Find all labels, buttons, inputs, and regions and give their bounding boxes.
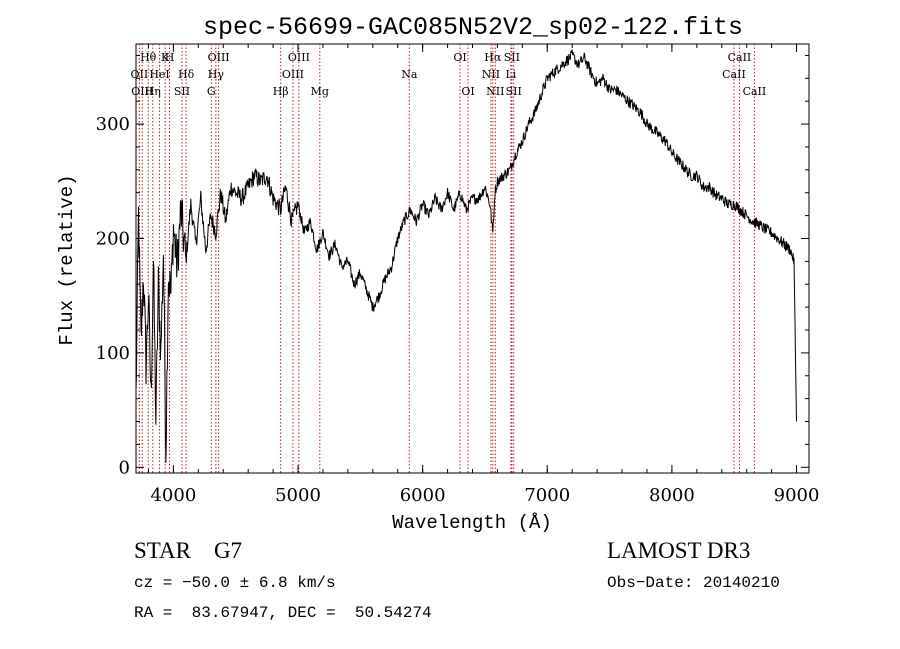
line-label: OIII bbox=[208, 51, 230, 64]
x-axis: 4000 5000 6000 7000 8000 9000 bbox=[147, 44, 820, 506]
line-label: H bbox=[165, 51, 175, 64]
y-tick-label: 300 bbox=[96, 114, 130, 135]
line-label: SII bbox=[506, 85, 522, 98]
line-label: SII bbox=[504, 51, 520, 64]
line-label: OIII bbox=[282, 68, 304, 81]
coordinates: RA = 83.67947, DEC = 50.54274 bbox=[134, 604, 432, 622]
x-tick-label: 7000 bbox=[524, 485, 570, 506]
line-label: Hβ bbox=[273, 85, 289, 98]
line-label: Hδ bbox=[178, 68, 195, 81]
emission-line-markers: Hθ OII OIII K HeI Hη HHδ SII OIII Hγ G OIII OIII Hβ Mg… bbox=[131, 44, 767, 473]
line-label: Li bbox=[505, 68, 516, 81]
line-label: OIII bbox=[288, 51, 310, 64]
line-label: CaII bbox=[722, 68, 746, 81]
line-label: CaII bbox=[743, 85, 767, 98]
y-tick-label: 100 bbox=[96, 343, 130, 364]
x-tick-label: 9000 bbox=[774, 485, 820, 506]
line-label: Mg bbox=[311, 85, 329, 98]
y-tick-label: 200 bbox=[96, 228, 130, 249]
x-tick-label: 8000 bbox=[649, 485, 695, 506]
x-tick-label: 6000 bbox=[400, 485, 446, 506]
line-label: Hη bbox=[145, 85, 161, 98]
survey-name: LAMOST DR3 bbox=[607, 538, 751, 563]
y-axis: 0 100 200 300 bbox=[96, 54, 809, 478]
spectral-class: STAR G7 bbox=[134, 538, 243, 563]
x-tick-label: 4000 bbox=[150, 485, 196, 506]
line-label: SII bbox=[174, 85, 190, 98]
line-label: G bbox=[207, 85, 216, 98]
redshift-velocity: cz = −50.0 ± 6.8 km/s bbox=[134, 574, 336, 592]
line-label: CaII bbox=[728, 51, 752, 64]
line-label: Hθ bbox=[140, 51, 157, 64]
line-label: OII bbox=[131, 68, 149, 81]
line-label: NII bbox=[482, 68, 500, 81]
observation-date: Obs−Date: 20140210 bbox=[607, 574, 780, 592]
line-label: Hα bbox=[484, 51, 502, 64]
line-label: Na bbox=[401, 68, 418, 81]
line-label: HeI bbox=[149, 68, 169, 81]
line-label: OI bbox=[453, 51, 466, 64]
y-tick-label: 0 bbox=[119, 457, 130, 478]
y-axis-label: Flux (relative) bbox=[56, 174, 78, 345]
line-label: Hγ bbox=[208, 68, 225, 81]
line-label: OI bbox=[461, 85, 474, 98]
spectrum-series bbox=[135, 49, 797, 463]
line-label: OIII bbox=[131, 85, 153, 98]
plot-frame bbox=[135, 43, 810, 474]
line-label: NII bbox=[486, 85, 504, 98]
chart-title: spec-56699-GAC085N52V2_sp02-122.fits bbox=[203, 13, 743, 42]
spectrum-line bbox=[135, 49, 797, 463]
x-tick-label: 5000 bbox=[275, 485, 321, 506]
x-axis-label: Wavelength (Å) bbox=[392, 512, 552, 534]
line-label: K bbox=[161, 51, 170, 64]
